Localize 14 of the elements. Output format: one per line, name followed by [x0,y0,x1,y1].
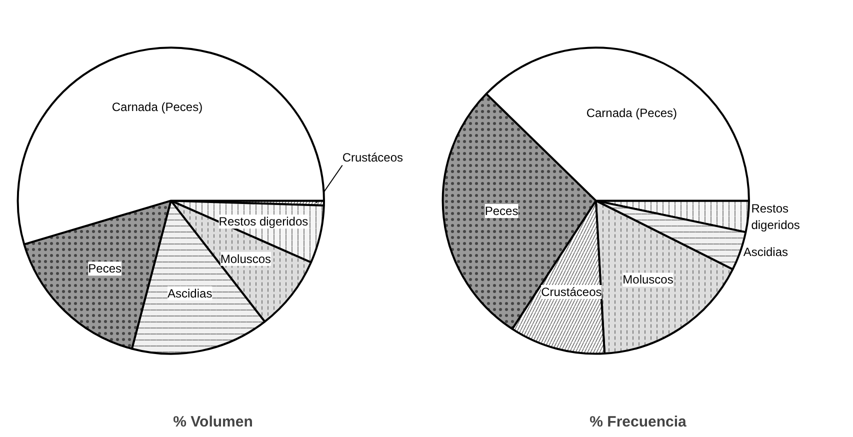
slice-label: Carnada (Peces) [112,100,203,114]
slice-label: Restos digeridos [751,201,800,232]
slice-label: Crustáceos [342,150,404,165]
text: % Frecuencia [590,414,688,430]
slice-label: Restos digeridos [218,214,308,229]
slice-label: Moluscos [622,272,674,287]
text: % Volumen [173,414,253,430]
slice-label: Crustáceos [541,285,602,300]
slice-label: Carnada (Peces) [586,106,678,120]
slice-label: Ascidias [743,244,788,259]
slice-label: Peces [484,204,518,218]
slice-label: Moluscos [220,252,272,266]
slice-label: Peces [88,262,122,276]
slice-label: Ascidias [168,286,212,300]
